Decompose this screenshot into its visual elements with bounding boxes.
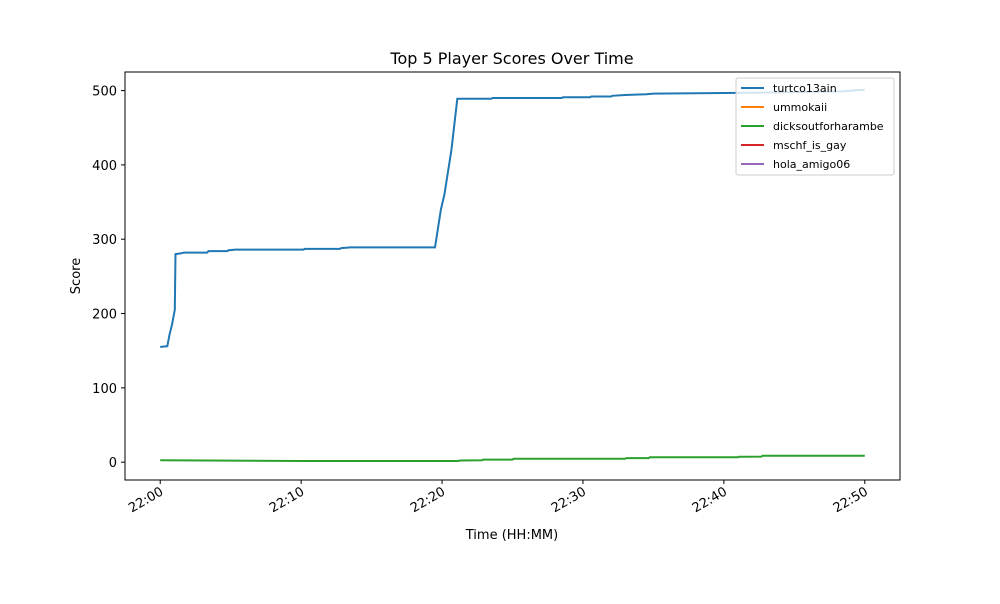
chart-title: Top 5 Player Scores Over Time	[389, 49, 633, 68]
x-tick-label: 22:50	[831, 484, 871, 516]
legend-entry: mschf_is_gay	[773, 139, 847, 152]
y-tick-label: 500	[92, 85, 117, 100]
x-axis: 22:00 22:10 22:20 22:30 22:40 22:50	[126, 480, 871, 516]
x-tick-label: 22:30	[549, 484, 589, 516]
axes-frame	[124, 71, 901, 481]
y-axis: 0 100 200 300 400 500	[92, 85, 125, 471]
series-line-dicksoutforharambe	[160, 454, 865, 462]
y-tick-label: 100	[92, 382, 117, 397]
y-axis-label: Score	[69, 258, 84, 294]
legend-entry: hola_amigo06	[773, 158, 850, 171]
y-tick-label: 0	[109, 456, 117, 471]
y-tick-label: 200	[92, 308, 117, 323]
x-axis-label: Time (HH:MM)	[465, 528, 558, 543]
legend-entry: ummokaii	[773, 101, 827, 114]
legend-entry: turtco13ain	[773, 82, 837, 95]
series-line-turtco13ain	[160, 88, 865, 348]
legend-entry: dicksoutforharambe	[773, 120, 884, 133]
y-tick-label: 400	[92, 159, 117, 174]
x-tick-label: 22:40	[690, 484, 730, 516]
legend: turtco13ain ummokaii dicksoutforharambe msc…	[735, 77, 895, 176]
x-tick-label: 22:10	[267, 484, 307, 516]
plot-area	[160, 88, 865, 462]
legend-box	[735, 77, 895, 176]
x-tick-label: 22:00	[126, 484, 166, 516]
y-tick-label: 300	[92, 233, 117, 248]
x-tick-label: 22:20	[408, 484, 448, 516]
